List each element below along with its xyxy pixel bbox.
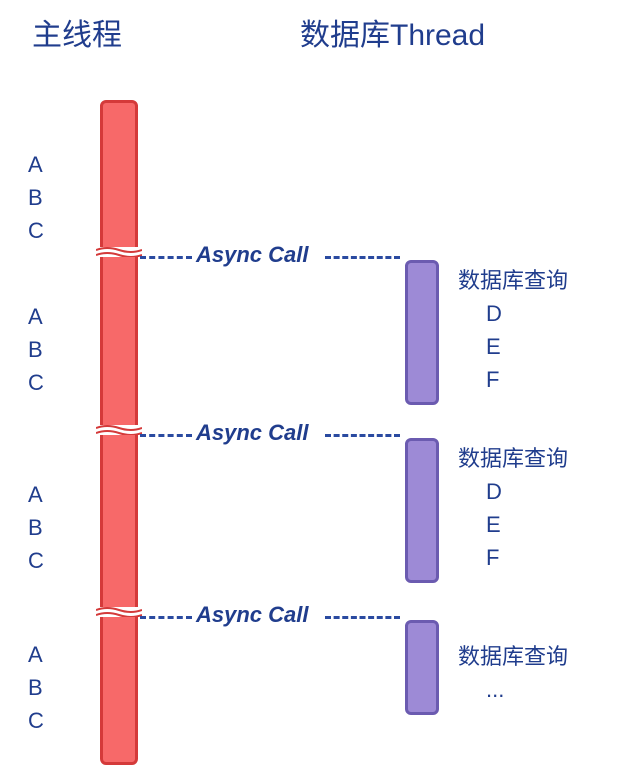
async-call-label: Async Call <box>196 242 309 268</box>
code-line: A <box>28 638 44 671</box>
dash-line <box>325 616 400 619</box>
db-thread-bar <box>405 260 439 405</box>
async-call-label: Async Call <box>196 602 309 628</box>
code-line: D <box>458 475 568 508</box>
code-line: C <box>28 704 44 737</box>
code-line: D <box>458 297 568 330</box>
bar-break <box>96 247 142 257</box>
dash-line <box>325 434 400 437</box>
db-code-block: 数据库查询DEF <box>458 442 568 574</box>
code-line: C <box>28 544 44 577</box>
code-line: F <box>458 363 568 396</box>
main-code-block: ABC <box>28 148 44 247</box>
main-code-block: ABC <box>28 638 44 737</box>
code-line: ... <box>458 673 568 706</box>
code-line: B <box>28 671 44 704</box>
code-line: E <box>458 330 568 363</box>
code-line: C <box>28 214 44 247</box>
dash-line <box>140 616 192 619</box>
code-line: A <box>28 478 44 511</box>
code-line: B <box>28 181 44 214</box>
code-line: F <box>458 541 568 574</box>
header-db: 数据库Thread <box>300 10 485 54</box>
code-line: A <box>28 148 44 181</box>
code-line: A <box>28 300 44 333</box>
code-line: E <box>458 508 568 541</box>
dash-line <box>140 256 192 259</box>
bar-break <box>96 607 142 617</box>
db-thread-bar <box>405 620 439 715</box>
code-line: B <box>28 511 44 544</box>
db-code-block: 数据库查询DEF <box>458 264 568 396</box>
db-query-title: 数据库查询 <box>458 640 568 673</box>
code-line: C <box>28 366 44 399</box>
db-code-block: 数据库查询... <box>458 640 568 706</box>
db-query-title: 数据库查询 <box>458 264 568 297</box>
db-query-title: 数据库查询 <box>458 442 568 475</box>
main-code-block: ABC <box>28 300 44 399</box>
async-call-label: Async Call <box>196 420 309 446</box>
header-main: 主线程 <box>32 10 122 54</box>
db-thread-bar <box>405 438 439 583</box>
bar-break <box>96 425 142 435</box>
main-code-block: ABC <box>28 478 44 577</box>
dash-line <box>140 434 192 437</box>
dash-line <box>325 256 400 259</box>
code-line: B <box>28 333 44 366</box>
